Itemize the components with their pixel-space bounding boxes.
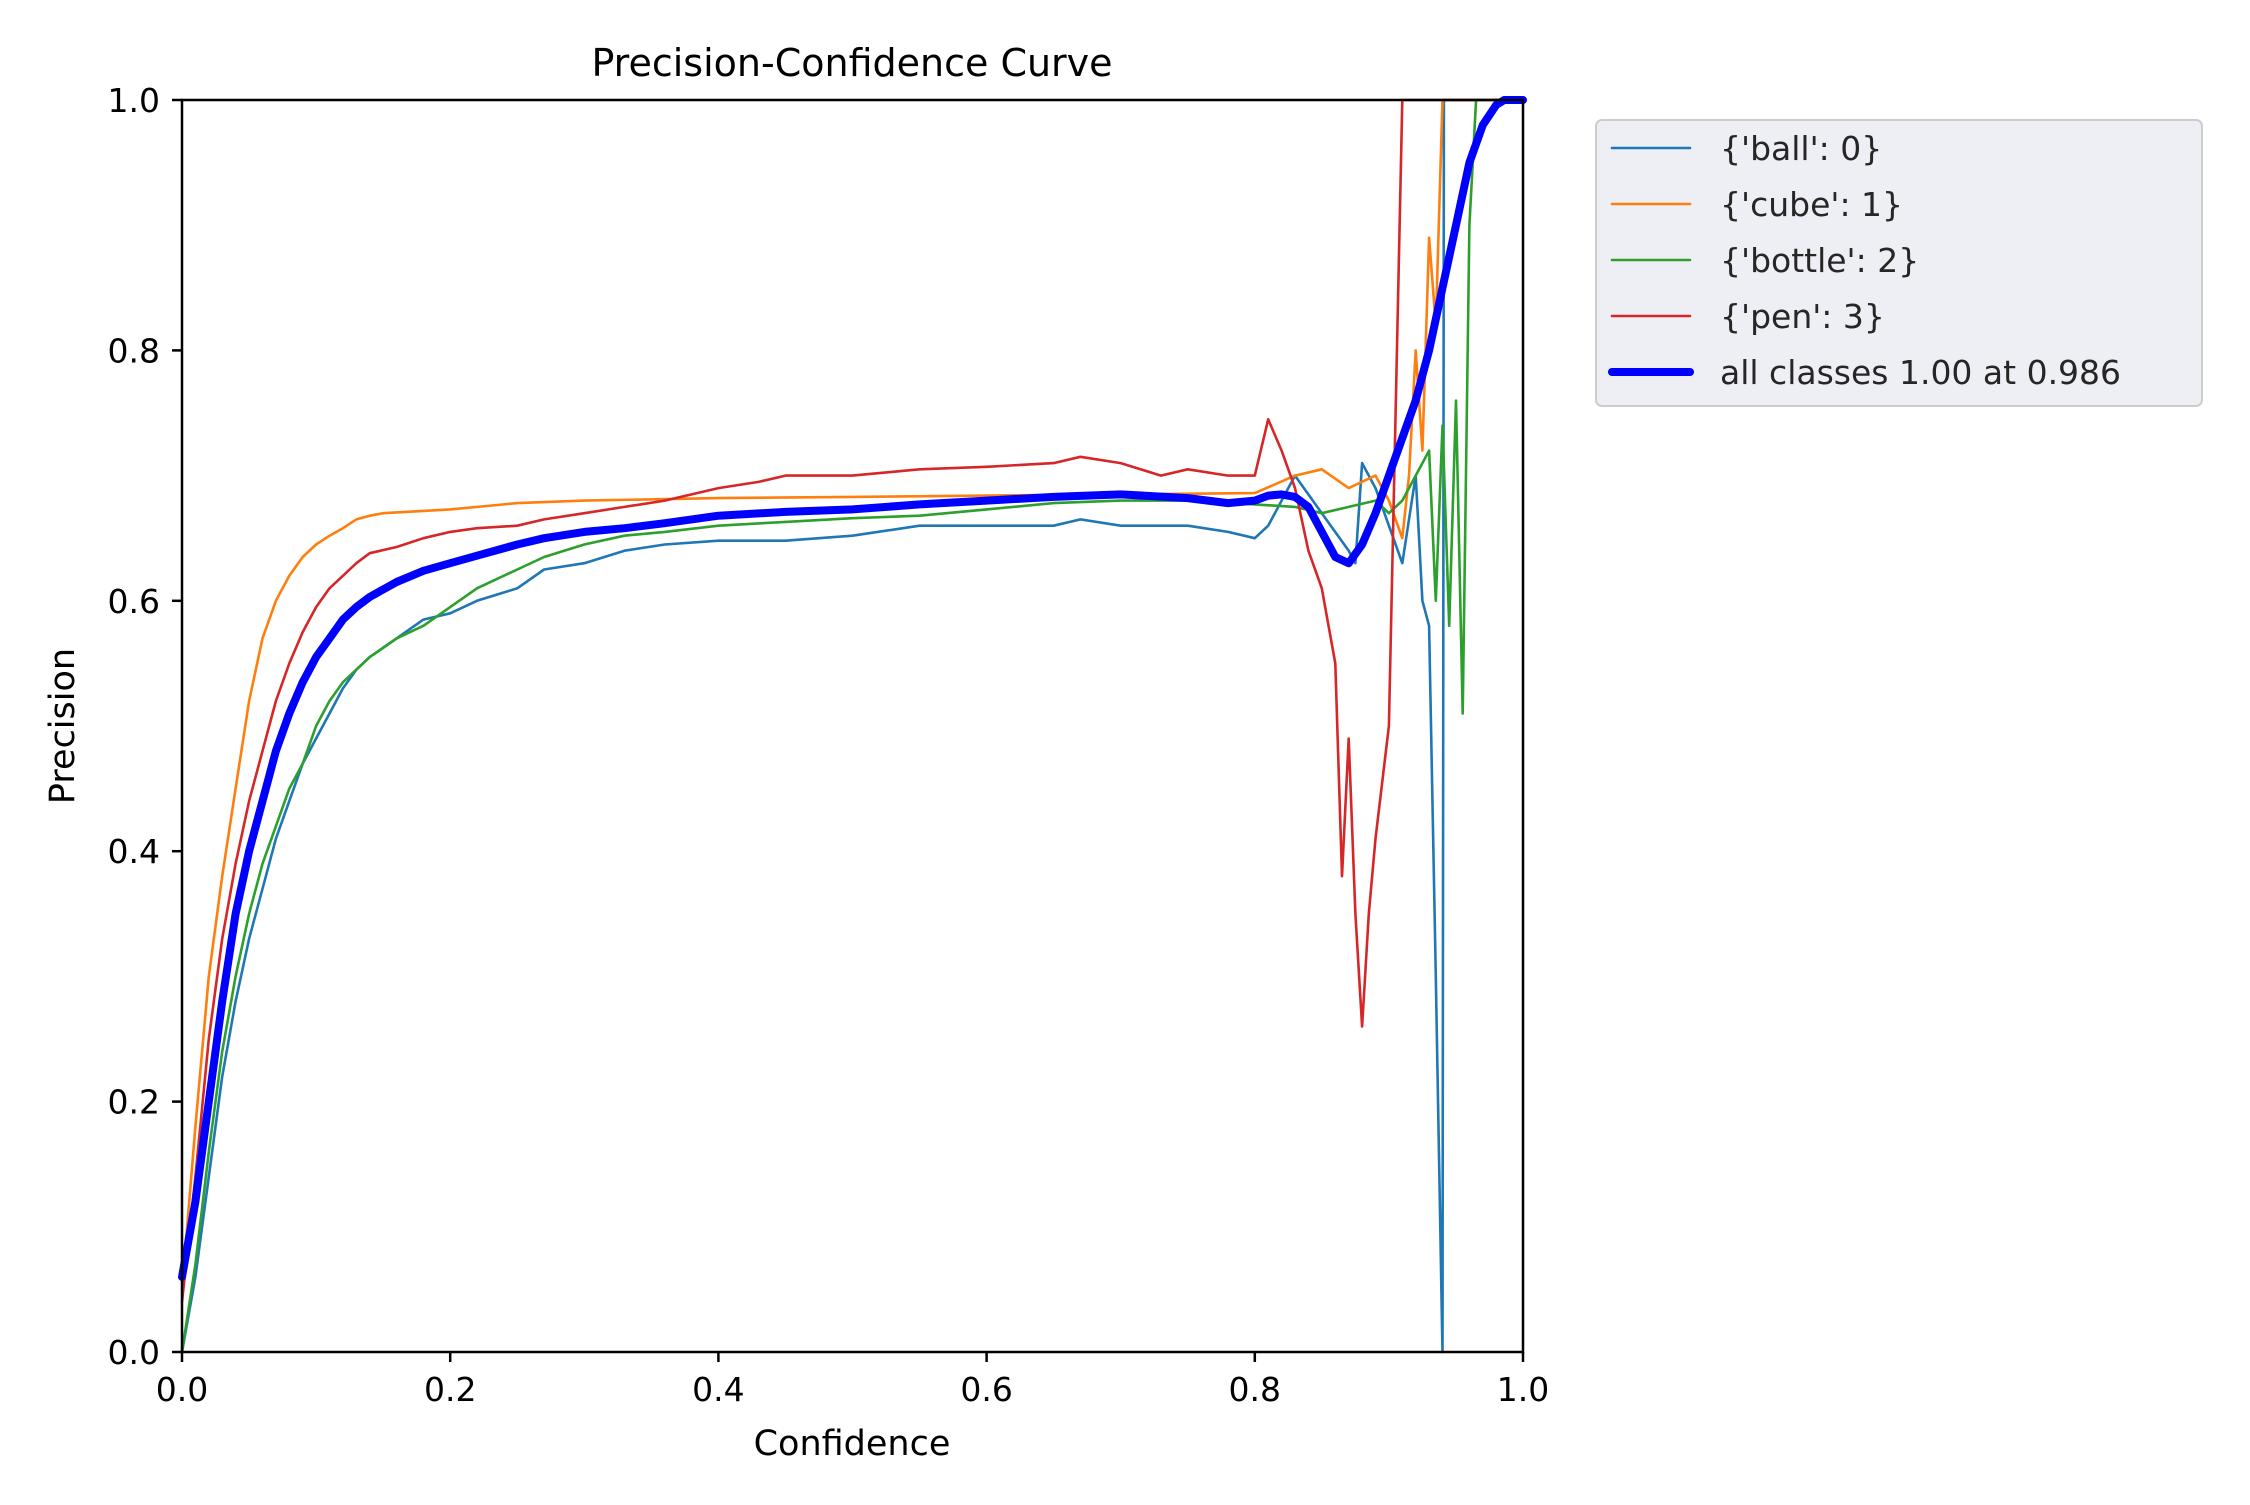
x-tick-label: 0.4 [692,1370,744,1409]
series-line-1 [180,98,1525,1291]
series-line-2 [180,98,1525,1354]
legend-label-3: {'pen': 3} [1720,297,1885,336]
plot-lines [178,96,1527,1354]
chart-title: Precision-Confidence Curve [591,41,1112,85]
x-tick-label: 1.0 [1497,1370,1549,1409]
legend-label-4: all classes 1.00 at 0.986 [1720,353,2121,392]
y-tick-label: 0.8 [108,331,160,370]
legend-box [1595,119,2203,407]
legend-label-2: {'bottle': 2} [1720,241,1919,280]
y-axis-ticks: 0.0 0.2 0.4 0.6 0.8 1.0 [108,81,182,1372]
y-axis-label: Precision [43,648,83,804]
series-line-4 [178,96,1527,1281]
legend-label-1: {'cube': 1} [1720,185,1903,224]
series-line-3 [180,98,1525,1304]
x-tick-label: 0.0 [156,1370,208,1409]
y-tick-label: 0.6 [108,582,160,621]
legend: {'ball': 0} {'cube': 1} {'bottle': 2} {'pen… [1595,119,2203,407]
x-tick-label: 0.6 [960,1370,1012,1409]
plot-area-frame [180,98,1525,1354]
x-tick-label: 0.2 [424,1370,476,1409]
y-tick-label: 1.0 [108,81,160,120]
x-axis-label: Confidence [754,1424,951,1464]
x-tick-label: 0.8 [1229,1370,1281,1409]
y-tick-label: 0.0 [108,1333,160,1372]
y-tick-label: 0.4 [108,832,160,871]
x-axis-ticks: 0.0 0.2 0.4 0.6 0.8 1.0 [156,1352,1549,1409]
y-tick-label: 0.2 [108,1083,160,1122]
legend-label-0: {'ball': 0} [1720,129,1882,168]
